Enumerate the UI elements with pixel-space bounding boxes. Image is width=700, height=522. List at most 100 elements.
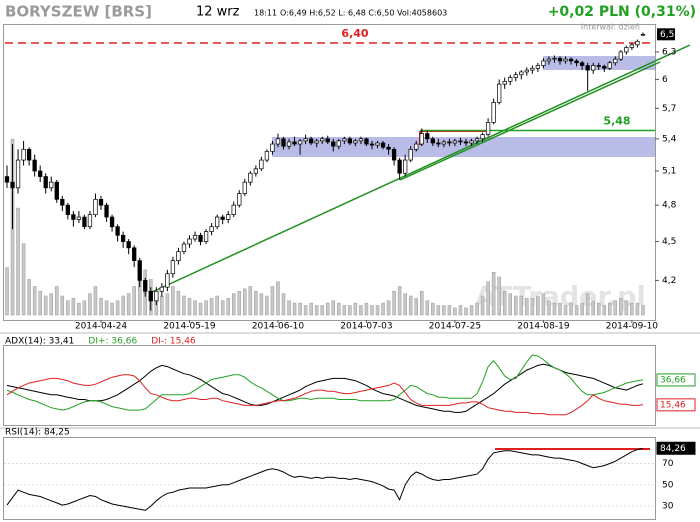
candle-body bbox=[292, 141, 297, 145]
y-tick-label: 4,2 bbox=[662, 276, 676, 286]
volume-bar bbox=[276, 281, 280, 316]
volume-bar bbox=[563, 305, 568, 316]
candle-body bbox=[148, 290, 153, 302]
volume-bar bbox=[32, 286, 37, 316]
candle-body bbox=[397, 159, 402, 174]
x-tick-label: 2014-05-19 bbox=[163, 322, 216, 332]
candle-body bbox=[347, 138, 353, 144]
volume-bar bbox=[204, 300, 208, 316]
volume-bar bbox=[630, 302, 634, 316]
candle-body bbox=[408, 148, 413, 161]
candle-body bbox=[248, 172, 253, 183]
volume-bar bbox=[348, 305, 352, 316]
candle-body bbox=[275, 138, 281, 145]
volume-bar bbox=[469, 305, 474, 316]
volume-bar bbox=[209, 298, 214, 316]
candle-body bbox=[281, 138, 286, 147]
candle-body bbox=[87, 214, 93, 228]
volume-bar bbox=[99, 298, 103, 316]
volume-bar bbox=[480, 295, 485, 316]
candle-body bbox=[314, 140, 319, 144]
volume-bar bbox=[331, 300, 336, 316]
candle-body bbox=[458, 140, 463, 143]
x-tick-label: 2014-09-10 bbox=[606, 322, 659, 332]
candle-body bbox=[132, 247, 137, 261]
candle-body bbox=[414, 143, 419, 150]
volume-bar bbox=[254, 291, 258, 316]
last-price-label: 6,5 bbox=[660, 30, 674, 40]
volume-bar bbox=[519, 295, 524, 316]
volume-bar bbox=[66, 300, 70, 316]
candle-body bbox=[192, 234, 198, 240]
volume-bar bbox=[464, 307, 468, 316]
y-tick-label: 6,3 bbox=[662, 47, 676, 57]
candle-body bbox=[4, 176, 10, 183]
volume-bar bbox=[93, 286, 98, 316]
volume-bar bbox=[569, 302, 573, 316]
last-price-box bbox=[657, 28, 675, 41]
candle-body bbox=[242, 181, 247, 194]
candle-body bbox=[159, 286, 164, 292]
volume-bar bbox=[458, 305, 463, 316]
x-tick-label: 2014-08-19 bbox=[517, 322, 570, 332]
candle-body bbox=[364, 138, 369, 145]
volume-bar bbox=[420, 291, 424, 316]
volume-bar bbox=[502, 291, 507, 316]
volume-bar bbox=[375, 305, 380, 316]
candle-body bbox=[602, 66, 607, 69]
volume-bar bbox=[160, 295, 164, 316]
candle-body bbox=[436, 142, 441, 145]
candle-body bbox=[447, 141, 452, 144]
candle-body bbox=[563, 58, 568, 62]
volume-bar bbox=[436, 305, 441, 316]
volume-bar bbox=[381, 302, 385, 316]
candle-body bbox=[120, 234, 126, 242]
candle-body bbox=[469, 140, 474, 144]
volume-bar bbox=[314, 305, 319, 316]
volume-bar bbox=[121, 295, 125, 316]
candle-body bbox=[198, 234, 203, 242]
candle-body bbox=[226, 214, 231, 220]
volume-bar bbox=[298, 302, 302, 316]
candle-body bbox=[309, 138, 314, 144]
rsi-frame bbox=[3, 437, 656, 520]
candle-body bbox=[358, 138, 364, 142]
volume-bar bbox=[425, 300, 430, 316]
candle-body bbox=[104, 204, 109, 218]
candle-body bbox=[214, 216, 220, 228]
candle-body bbox=[325, 138, 330, 143]
candle-body bbox=[535, 65, 541, 69]
volume-bar bbox=[359, 305, 363, 316]
volume-bar bbox=[82, 300, 87, 316]
volume-bar bbox=[27, 279, 31, 316]
y-tick-label: 70 bbox=[662, 459, 674, 469]
volume-bar bbox=[38, 291, 42, 316]
candle-body bbox=[176, 251, 181, 261]
candle-body bbox=[502, 80, 507, 85]
volume-bar bbox=[447, 305, 452, 316]
y-tick-label: 6 bbox=[662, 75, 668, 85]
volume-bar bbox=[337, 302, 341, 316]
candle-body bbox=[635, 40, 640, 46]
volume-bar bbox=[574, 305, 579, 316]
candle-body bbox=[21, 148, 26, 161]
quote: O:6,49 H:6,52 L: 6,48 C:6,50 Vol:4058603 bbox=[280, 9, 447, 18]
candle-body bbox=[613, 58, 618, 64]
volume-bar bbox=[386, 300, 391, 316]
volume-bar bbox=[342, 305, 347, 316]
volume-bar bbox=[525, 298, 529, 316]
candle-body bbox=[170, 260, 176, 275]
candle-body bbox=[596, 65, 601, 67]
volume-bar bbox=[265, 295, 269, 316]
candle-body bbox=[546, 58, 552, 62]
candle-body bbox=[508, 77, 513, 82]
volume-bar bbox=[126, 293, 131, 316]
volume-bar bbox=[596, 302, 601, 316]
volume-bar bbox=[635, 302, 640, 316]
volume-bar bbox=[530, 298, 535, 316]
candle-body bbox=[552, 57, 557, 60]
volume-bar bbox=[60, 295, 65, 316]
candle-body bbox=[403, 159, 408, 174]
volume-bar bbox=[431, 302, 435, 316]
